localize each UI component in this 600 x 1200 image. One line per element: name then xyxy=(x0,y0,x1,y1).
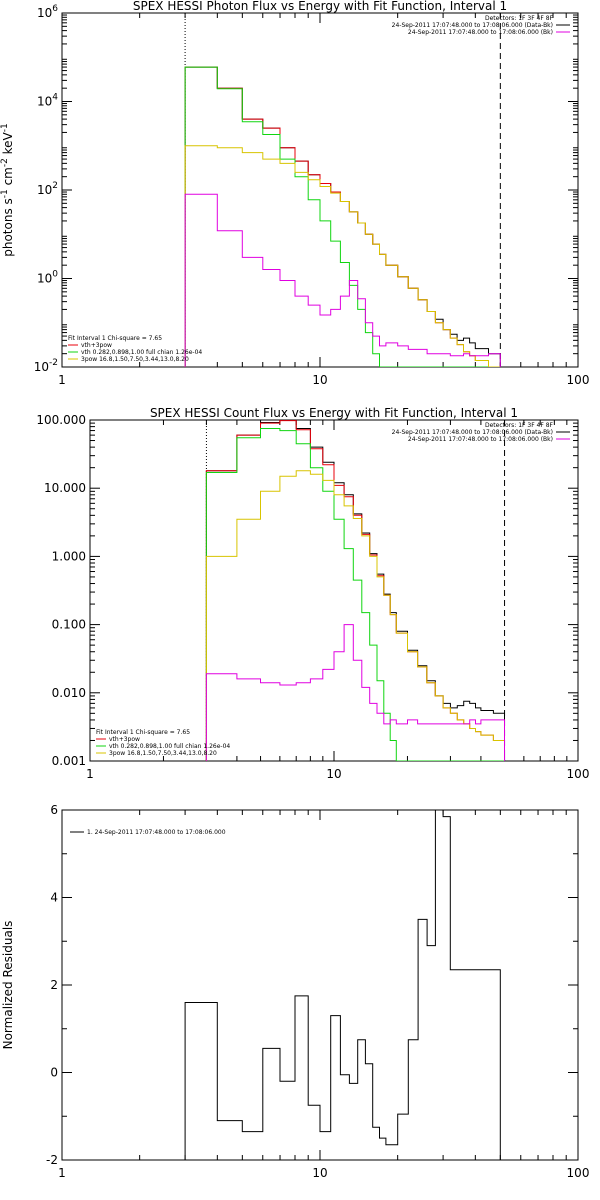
chart-title: SPEX HESSI Photon Flux vs Energy with Fi… xyxy=(133,0,507,13)
y-axis-label: Normalized Residuals xyxy=(1,921,15,1050)
y-tick-label: 100 xyxy=(37,270,58,286)
legend-top-entry: Detectors: 1F 3F 4F 8F xyxy=(485,15,554,22)
y-tick-label: 10-2 xyxy=(34,358,58,374)
legend-top-entry: 24-Sep-2011 17:07:48.000 to 17:08:06.000… xyxy=(408,29,553,36)
chart-panel-2: SPEX HESSI Count Flux vs Energy with Fit… xyxy=(36,406,589,781)
x-tick-label: 10 xyxy=(326,767,341,781)
legend-top-entry: Detectors: 1F 3F 4F 8F xyxy=(485,422,554,429)
x-tick-label: 10 xyxy=(312,1166,327,1180)
x-tick-label: 1 xyxy=(86,767,94,781)
y-tick-label: 104 xyxy=(37,93,58,109)
legend-bottom-entry: 3pow 16.8,1.50,7.50,3.44,13.0,8.20 xyxy=(81,356,189,363)
series-line-3 xyxy=(205,428,505,761)
series-line-1 xyxy=(184,66,501,367)
y-tick-label: 0.100 xyxy=(52,618,86,632)
x-tick-label: 10 xyxy=(312,373,327,387)
y-tick-label: 0.001 xyxy=(52,754,86,768)
series-line-2 xyxy=(205,420,505,761)
legend-top-entry: 24-Sep-2011 17:07:48.000 to 17:08:06.000… xyxy=(408,436,553,443)
y-tick-label: 106 xyxy=(37,4,58,20)
series-line-2 xyxy=(184,66,501,367)
y-tick-label: 1.000 xyxy=(52,549,86,563)
legend-bottom-entry: vth 0.282,0.898,1.00 full chian 1.26e-04 xyxy=(109,743,230,750)
legend-entry: 1. 24-Sep-2011 17:07:48.000 to 17:08:06.… xyxy=(87,829,226,836)
y-tick-label: 4 xyxy=(50,891,58,905)
legend-bottom-entry: vth+3pow xyxy=(109,736,140,743)
series-line-5 xyxy=(205,624,505,761)
y-tick-label: 10.000 xyxy=(44,481,86,495)
y-tick-label: 102 xyxy=(37,181,58,197)
x-tick-label: 100 xyxy=(567,767,590,781)
x-tick-label: 1 xyxy=(58,1166,66,1180)
series-line-4 xyxy=(184,145,501,367)
legend-bottom-entry: Fit Interval 1 Chi-square = 7.65 xyxy=(96,729,190,736)
y-tick-label: 0 xyxy=(50,1066,58,1080)
chart-panel-1: SPEX HESSI Photon Flux vs Energy with Fi… xyxy=(0,0,589,387)
x-tick-label: 1 xyxy=(58,373,66,387)
y-tick-label: 6 xyxy=(50,803,58,817)
legend-bottom-entry: vth 0.282,0.898,1.00 full chian 1.26e-04 xyxy=(81,349,202,356)
series-line-3 xyxy=(184,66,501,367)
chart-title: SPEX HESSI Count Flux vs Energy with Fit… xyxy=(150,406,518,420)
y-axis-label: photons s-1 cm-2 keV-1 xyxy=(0,123,15,257)
series-line-1 xyxy=(205,420,505,761)
x-tick-label: 100 xyxy=(567,1166,590,1180)
legend-bottom-entry: 3pow 16.8,1.50,7.50,3.44,13.0,8.20 xyxy=(109,750,217,757)
x-tick-label: 100 xyxy=(567,373,590,387)
legend-bottom-entry: vth+3pow xyxy=(81,342,112,349)
chart-panel-3: 1 10 100 -2 0 2 4 6 Normalized Residuals 1. 24-Se… xyxy=(1,803,589,1180)
y-tick-label: 2 xyxy=(50,978,58,992)
y-tick-label: -2 xyxy=(46,1153,58,1167)
series-line-1 xyxy=(184,810,501,1160)
legend-bottom-entry: Fit Interval 1 Chi-square = 7.65 xyxy=(68,335,162,342)
series-line-5 xyxy=(184,193,501,367)
legend-top-entry: 24-Sep-2011 17:07:48.000 to 17:08:06.000… xyxy=(392,429,553,436)
y-tick-label: 0.010 xyxy=(52,686,86,700)
y-tick-label: 100.000 xyxy=(36,413,86,427)
legend-top-entry: 24-Sep-2011 17:07:48.000 to 17:08:06.000… xyxy=(392,22,553,29)
